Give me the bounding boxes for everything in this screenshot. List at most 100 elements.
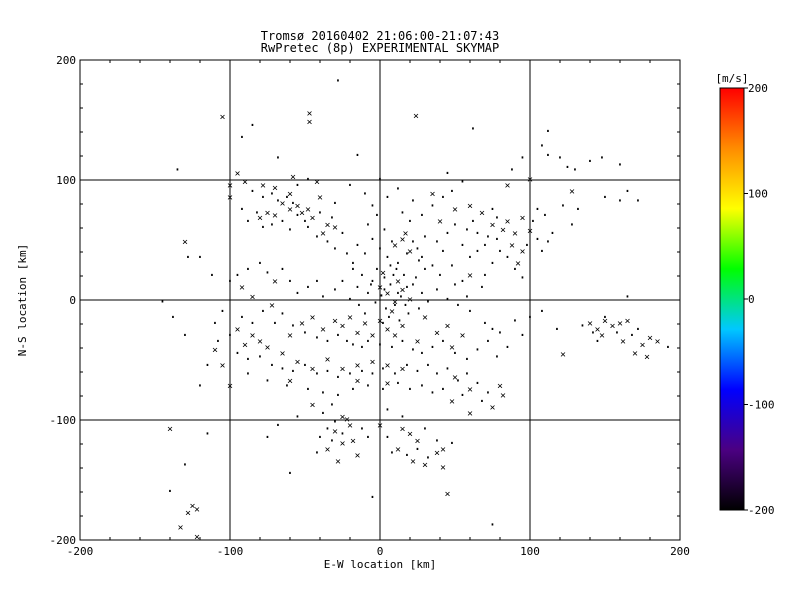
y-tick-label: 200: [56, 54, 76, 67]
point-dot: ·: [403, 246, 411, 262]
point-dot: ·: [353, 238, 361, 254]
x-axis-ticks: -200 -100 0 100 200: [67, 60, 690, 558]
point-cross: ×: [639, 340, 645, 351]
point-cross: ×: [239, 283, 245, 294]
point-dot: ·: [388, 234, 396, 250]
point-dot: ·: [529, 214, 537, 230]
point-dot: ·: [589, 326, 597, 342]
point-dot: ·: [451, 218, 459, 234]
point-cross: ×: [257, 213, 263, 224]
x-tick-label: 100: [520, 545, 540, 558]
point-dot: ·: [394, 256, 402, 272]
point-cross: ×: [632, 349, 638, 360]
point-cross: ×: [314, 177, 320, 188]
point-dot: ·: [278, 214, 286, 230]
point-dot: ·: [394, 182, 402, 198]
point-dot: ·: [623, 290, 631, 306]
point-cross: ×: [617, 319, 623, 330]
y-tick-label: -100: [50, 414, 77, 427]
point-dot: ·: [274, 418, 282, 434]
point-cross: ×: [609, 321, 615, 332]
point-cross: ×: [177, 523, 183, 534]
point-dot: ·: [473, 244, 481, 260]
point-dot: ·: [418, 378, 426, 394]
point-dot: ·: [508, 162, 516, 178]
point-dot: ·: [484, 334, 492, 350]
point-cross: ×: [467, 201, 473, 212]
point-dot: ·: [463, 352, 471, 368]
point-dot: ·: [208, 268, 216, 284]
point-cross: ×: [440, 445, 446, 456]
point-cross: ×: [437, 217, 443, 228]
point-cross: ×: [347, 421, 353, 432]
point-dot: ·: [368, 490, 376, 506]
point-dot: ·: [473, 376, 481, 392]
point-cross: ×: [407, 247, 413, 258]
point-dot: ·: [451, 278, 459, 294]
point-dot: ·: [388, 340, 396, 356]
point-dot: ·: [338, 426, 346, 442]
point-cross: ×: [309, 213, 315, 224]
point-cross: ×: [287, 376, 293, 387]
point-cross: ×: [287, 189, 293, 200]
point-dot: ·: [286, 274, 294, 290]
point-dot: ·: [586, 154, 594, 170]
point-cross: ×: [422, 460, 428, 471]
point-dot: ·: [158, 294, 166, 310]
point-dot: ·: [323, 234, 331, 250]
x-tick-label: 200: [670, 545, 690, 558]
point-cross: ×: [402, 229, 408, 240]
point-cross: ×: [354, 451, 360, 462]
point-dot: ·: [568, 218, 576, 234]
point-dot: ·: [274, 194, 282, 210]
point-cross: ×: [264, 343, 270, 354]
point-dot: ·: [436, 268, 444, 284]
point-cross: ×: [362, 319, 368, 330]
point-cross: ×: [429, 189, 435, 200]
point-cross: ×: [410, 457, 416, 468]
point-dot: ·: [424, 294, 432, 310]
point-dot: ·: [511, 262, 519, 278]
point-dot: ·: [469, 122, 477, 138]
point-dot: ·: [323, 422, 331, 438]
point-dot: ·: [263, 266, 271, 282]
point-dot: ·: [664, 340, 672, 356]
point-dot: ·: [331, 196, 339, 212]
point-dot: ·: [518, 150, 526, 166]
point-cross: ×: [467, 271, 473, 282]
point-dot: ·: [533, 202, 541, 218]
point-dot: ·: [616, 158, 624, 174]
point-dot: ·: [593, 334, 601, 350]
point-dot: ·: [458, 388, 466, 404]
point-dot: ·: [406, 214, 414, 230]
point-cross: ×: [444, 489, 450, 500]
point-dot: ·: [463, 290, 471, 306]
point-cross: ×: [194, 532, 200, 543]
colorbar-tick-label: 200: [748, 82, 768, 95]
point-cross: ×: [414, 436, 420, 447]
point-cross: ×: [272, 211, 278, 222]
grid-lines: [80, 60, 680, 540]
point-cross: ×: [519, 213, 525, 224]
point-dot: ·: [316, 206, 324, 222]
point-dot: ·: [278, 262, 286, 278]
point-dot: ·: [343, 334, 351, 350]
point-cross: ×: [602, 316, 608, 327]
point-cross: ×: [339, 412, 345, 423]
point-dot: ·: [166, 484, 174, 500]
y-tick-label: -200: [50, 534, 77, 547]
point-cross: ×: [309, 364, 315, 375]
point-dot: ·: [331, 414, 339, 430]
point-cross: ×: [335, 457, 341, 468]
point-dot: ·: [304, 220, 312, 236]
point-dot: ·: [469, 214, 477, 230]
point-cross: ×: [392, 297, 398, 308]
point-dot: ·: [409, 342, 417, 358]
point-dot: ·: [181, 328, 189, 344]
point-cross: ×: [354, 328, 360, 339]
point-dot: ·: [391, 298, 399, 314]
point-dot: ·: [268, 218, 276, 234]
point-dot: ·: [385, 310, 393, 326]
point-cross: ×: [440, 463, 446, 474]
point-cross: ×: [242, 177, 248, 188]
